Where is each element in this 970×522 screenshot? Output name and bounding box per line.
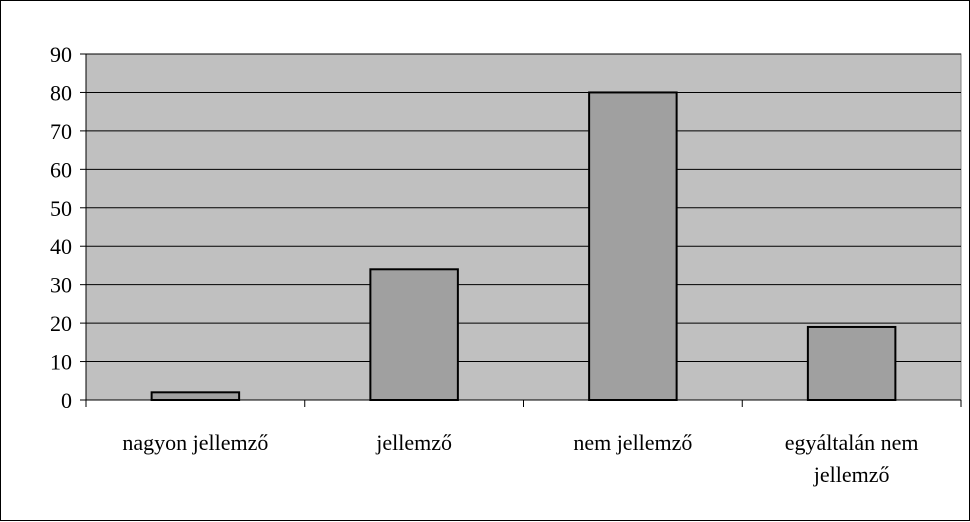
- x-category-label: egyáltalán nem: [785, 430, 919, 455]
- y-tick-label: 30: [50, 273, 72, 298]
- bar: [369, 268, 459, 401]
- axes: [85, 54, 962, 407]
- y-tick-label: 20: [50, 311, 72, 336]
- bar: [806, 325, 897, 402]
- x-category-label: jellemző: [813, 462, 890, 487]
- x-category-label: jellemző: [375, 430, 452, 455]
- y-tick-label: 0: [61, 388, 72, 413]
- bar: [150, 391, 241, 401]
- y-tick-label: 80: [50, 80, 72, 105]
- y-tick-label: 90: [50, 42, 72, 67]
- y-tick-label: 60: [50, 157, 72, 182]
- y-tick-label: 10: [50, 350, 72, 375]
- bars: [150, 91, 897, 402]
- y-tick-label: 70: [50, 119, 72, 144]
- x-axis-labels: nagyon jellemző jellemző nem jellemző egyál…: [122, 430, 918, 487]
- y-tick-label: 40: [50, 234, 72, 259]
- x-category-label: nagyon jellemző: [122, 430, 268, 455]
- bar: [588, 91, 678, 401]
- y-tick-label: 50: [50, 196, 72, 221]
- x-category-label: nem jellemző: [573, 430, 692, 455]
- y-axis-ticks: 0 10 20 30 40 50 60 70 80 90: [50, 42, 86, 413]
